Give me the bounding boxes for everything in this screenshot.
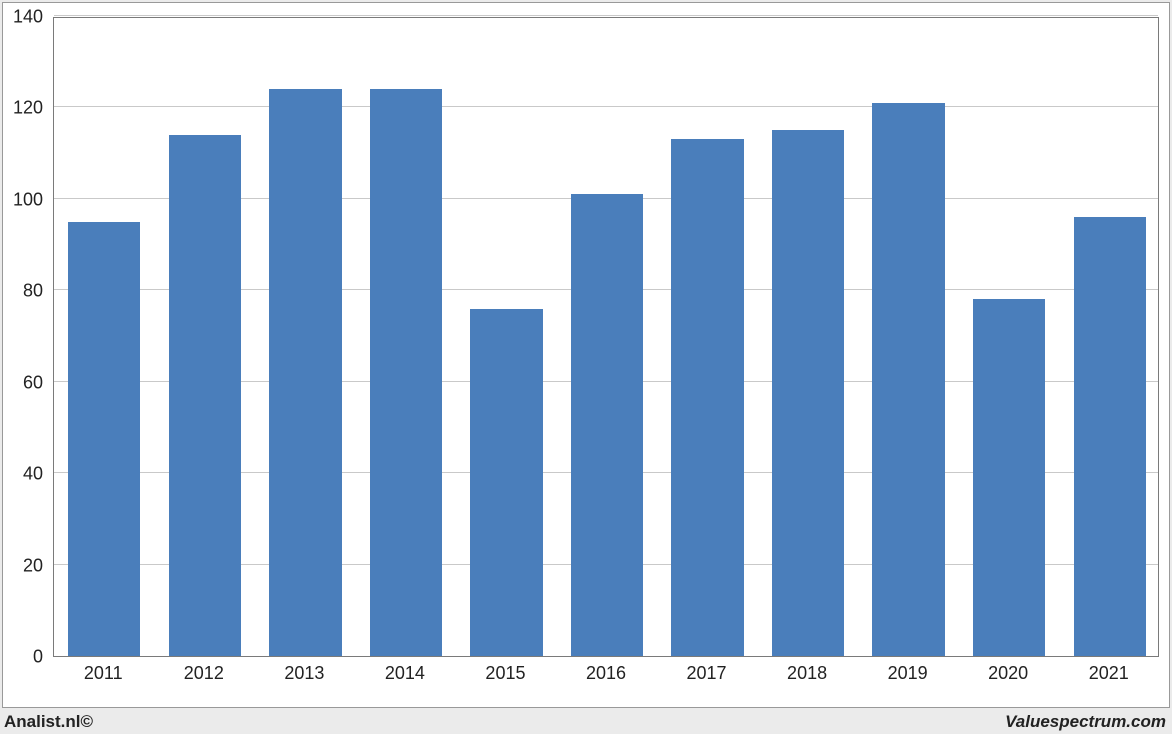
gridline xyxy=(54,15,1158,16)
gridline xyxy=(54,106,1158,107)
x-tick-label: 2013 xyxy=(284,663,324,684)
footer-right-credit: Valuespectrum.com xyxy=(1005,712,1166,732)
bar xyxy=(370,89,442,656)
bar xyxy=(973,299,1045,656)
footer-left-credit: Analist.nl© xyxy=(4,712,93,732)
x-tick-label: 2021 xyxy=(1089,663,1129,684)
x-tick-label: 2014 xyxy=(385,663,425,684)
y-tick-label: 140 xyxy=(3,7,43,28)
y-tick-label: 60 xyxy=(3,372,43,393)
y-tick-label: 0 xyxy=(3,647,43,668)
bar xyxy=(269,89,341,656)
y-tick-label: 40 xyxy=(3,464,43,485)
x-tick-label: 2017 xyxy=(687,663,727,684)
bar xyxy=(772,130,844,656)
bar xyxy=(470,309,542,656)
bar xyxy=(169,135,241,656)
chart-frame: 0 20 40 60 80 100 120 140 2011 2012 2013 2014 2015 2… xyxy=(2,2,1170,708)
x-tick-label: 2015 xyxy=(485,663,525,684)
y-tick-label: 20 xyxy=(3,555,43,576)
x-tick-label: 2011 xyxy=(84,663,123,684)
x-tick-label: 2012 xyxy=(184,663,224,684)
x-tick-label: 2019 xyxy=(888,663,928,684)
x-tick-label: 2016 xyxy=(586,663,626,684)
bar xyxy=(671,139,743,656)
x-tick-label: 2020 xyxy=(988,663,1028,684)
bar xyxy=(68,222,140,656)
y-tick-label: 100 xyxy=(3,189,43,210)
bar xyxy=(571,194,643,656)
bar xyxy=(872,103,944,656)
y-tick-label: 80 xyxy=(3,281,43,302)
bar xyxy=(1074,217,1146,656)
x-tick-label: 2018 xyxy=(787,663,827,684)
plot-area xyxy=(53,17,1159,657)
y-tick-label: 120 xyxy=(3,98,43,119)
